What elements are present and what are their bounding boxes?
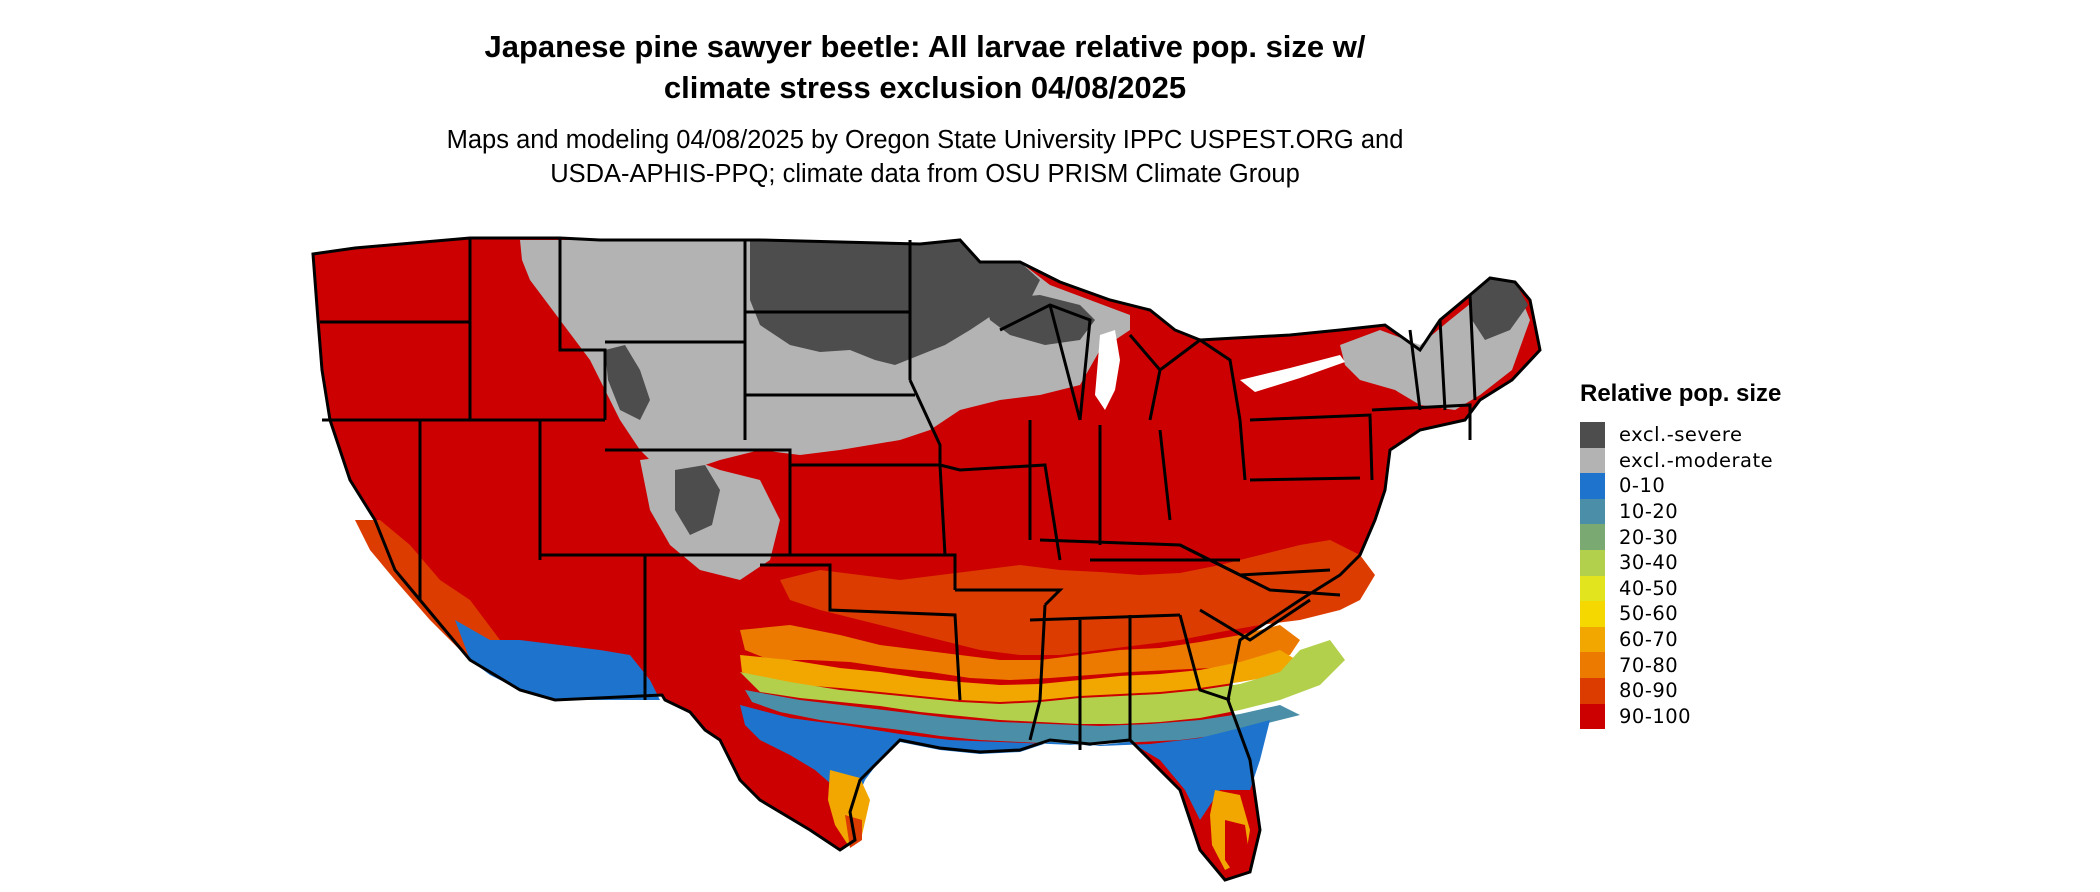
zone-50-70-band — [740, 650, 1300, 702]
us-map — [300, 225, 1580, 885]
map-subtitle: Maps and modeling 04/08/2025 by Oregon S… — [300, 123, 1550, 191]
legend-item: excl.-severe — [1580, 422, 1880, 448]
legend-swatch — [1580, 575, 1605, 602]
legend-swatch — [1580, 447, 1605, 474]
legend-item: 60-70 — [1580, 626, 1880, 653]
legend-label: 0-10 — [1619, 474, 1666, 498]
legend-swatch — [1580, 422, 1605, 448]
map-subtitle-line-1: Maps and modeling 04/08/2025 by Oregon S… — [446, 126, 1404, 154]
zone-30-40-band — [740, 640, 1345, 724]
legend-swatch — [1580, 524, 1605, 550]
map-title: Japanese pine sawyer beetle: All larvae … — [300, 26, 1550, 108]
zone-excl-severe-wyoming — [605, 345, 650, 420]
legend-items: excl.-severe excl.-moderate 0-10 10-20 20-30… — [1580, 422, 1880, 730]
map-title-line-2: climate stress exclusion 04/08/2025 — [663, 70, 1187, 105]
legend-item: excl.-moderate — [1580, 447, 1880, 474]
zone-excl-severe-maine — [1470, 278, 1528, 340]
zone-10-20-band — [745, 690, 1300, 744]
legend-item: 90-100 — [1580, 703, 1880, 730]
zone-florida-tip-red — [1225, 820, 1250, 875]
state-borders — [311, 236, 1542, 882]
legend-swatch — [1580, 703, 1605, 730]
map-subtitle-line-2: USDA-APHIS-PPQ; climate data from OSU PR… — [550, 160, 1300, 188]
legend-label: 90-100 — [1619, 704, 1692, 728]
legend-label: 70-80 — [1619, 653, 1679, 677]
legend-item: 20-30 — [1580, 524, 1880, 550]
zone-0-10-south — [740, 705, 1270, 820]
legend: Relative pop. size excl.-severe excl.-mod… — [1580, 380, 1880, 730]
legend-swatch — [1580, 677, 1605, 704]
zone-70-80-band — [740, 625, 1300, 680]
legend-swatch — [1580, 549, 1605, 576]
legend-item: 80-90 — [1580, 677, 1880, 704]
legend-swatch — [1580, 652, 1605, 678]
legend-label: 30-40 — [1619, 551, 1679, 575]
legend-item: 0-10 — [1580, 473, 1880, 499]
legend-swatch — [1580, 498, 1605, 525]
lake-michigan — [1095, 330, 1120, 410]
us-map-canvas — [311, 236, 1542, 882]
legend-item: 30-40 — [1580, 549, 1880, 576]
legend-label: 20-30 — [1619, 525, 1679, 549]
legend-label: 80-90 — [1619, 679, 1679, 703]
legend-item: 10-20 — [1580, 498, 1880, 525]
map-title-line-1: Japanese pine sawyer beetle: All larvae … — [484, 29, 1366, 64]
zone-excl-severe-colorado — [675, 465, 720, 535]
zone-excl-severe-north — [750, 240, 1040, 365]
legend-title: Relative pop. size — [1580, 380, 1782, 407]
legend-item: 40-50 — [1580, 575, 1880, 602]
legend-label: 50-60 — [1619, 602, 1679, 626]
legend-swatch — [1580, 601, 1605, 627]
legend-label: excl.-severe — [1619, 423, 1743, 447]
legend-item: 70-80 — [1580, 652, 1880, 678]
legend-swatch — [1580, 473, 1605, 499]
legend-swatch — [1580, 626, 1605, 653]
legend-label: excl.-moderate — [1619, 448, 1774, 472]
legend-label: 40-50 — [1619, 576, 1679, 600]
legend-label: 60-70 — [1619, 628, 1679, 652]
lake-erie-ontario — [1240, 355, 1345, 392]
zone-0-10-southwest — [455, 620, 660, 700]
zone-excl-severe-wisconsin — [985, 295, 1095, 345]
legend-label: 10-20 — [1619, 500, 1679, 524]
legend-item: 50-60 — [1580, 601, 1880, 627]
